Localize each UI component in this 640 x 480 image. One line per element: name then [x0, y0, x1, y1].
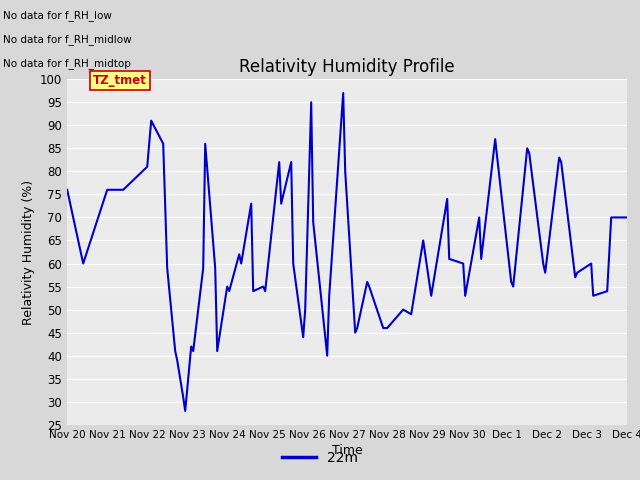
- Text: No data for f_RH_midlow: No data for f_RH_midlow: [3, 34, 132, 45]
- Text: TZ_tmet: TZ_tmet: [93, 74, 147, 87]
- Title: Relativity Humidity Profile: Relativity Humidity Profile: [239, 58, 455, 76]
- Text: No data for f_RH_low: No data for f_RH_low: [3, 10, 112, 21]
- Text: No data for f_RH_midtop: No data for f_RH_midtop: [3, 58, 131, 69]
- X-axis label: Time: Time: [332, 444, 363, 457]
- Legend: 22m: 22m: [276, 445, 364, 471]
- Y-axis label: Relativity Humidity (%): Relativity Humidity (%): [22, 180, 35, 324]
